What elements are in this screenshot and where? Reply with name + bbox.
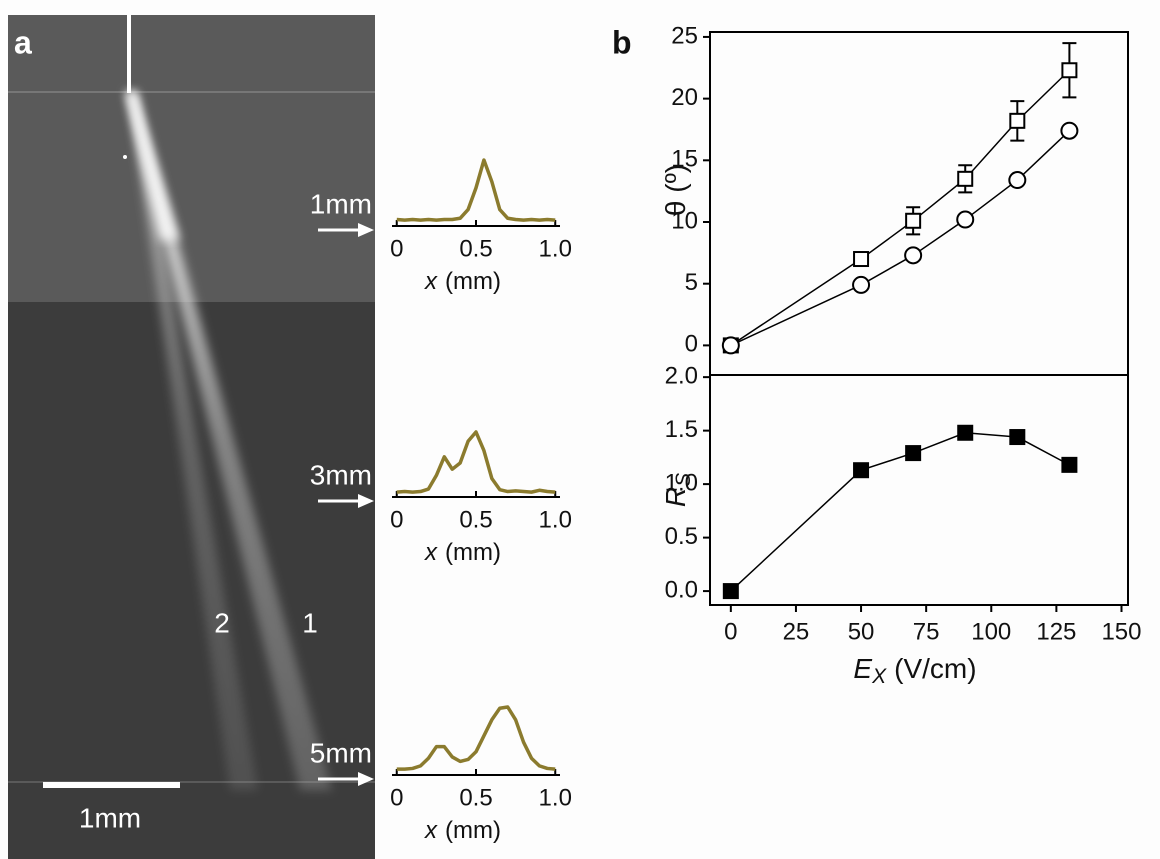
y-tick-label: 0.5: [665, 523, 698, 550]
arrow-head: [358, 223, 374, 237]
y-tick-label: 0.0: [665, 576, 698, 603]
x-axis-label-unit: (mm): [445, 268, 501, 295]
series-line: [730, 432, 1070, 592]
x-axis-label: EX (V/cm): [853, 653, 976, 687]
x-axis-label: x (mm): [424, 817, 501, 844]
marker: [722, 583, 739, 600]
marker: [1009, 112, 1026, 129]
y-tick-label: 10: [671, 207, 698, 234]
y-tick-label: 0: [685, 331, 698, 358]
y-axis-label: θ (º): [660, 164, 691, 216]
x-tick-label: 0: [390, 506, 403, 533]
y-tick-label: 25: [671, 22, 698, 49]
x-axis-label-unit: (mm): [445, 817, 501, 844]
marker: [957, 170, 974, 187]
y-tick-label: 5: [685, 269, 698, 296]
photo: [8, 15, 375, 859]
y-tick-label: 1.5: [665, 416, 698, 443]
marker: [1061, 456, 1078, 473]
marker: [721, 336, 740, 355]
marker: [905, 445, 922, 462]
x-tick-label: 0.5: [459, 506, 492, 533]
arrow-head: [358, 494, 374, 508]
marker: [1061, 62, 1078, 79]
x-tick-label: 150: [1101, 618, 1141, 645]
x-tick-label: 0.5: [459, 235, 492, 262]
marker: [1009, 429, 1026, 446]
x-tick-label: 1.0: [539, 784, 572, 811]
marker: [853, 251, 870, 268]
series-line: [730, 130, 1070, 347]
y-axis-label-main: θ (º): [660, 164, 691, 216]
y-axis-label-sub: S: [672, 473, 695, 487]
y-axis-label-main: R: [660, 487, 691, 507]
arrow-head: [358, 772, 374, 786]
marker: [956, 210, 975, 229]
marker: [957, 424, 974, 441]
x-axis-label-main: E: [853, 653, 872, 684]
x-tick-label: 75: [913, 618, 940, 645]
x-tick-label: 1.0: [539, 506, 572, 533]
annotation: 5mm: [310, 737, 372, 768]
y-tick-label: 2.0: [665, 362, 698, 389]
x-axis-label-main: x: [424, 817, 438, 844]
profile-line: [396, 705, 556, 771]
profile-line: [396, 430, 556, 494]
scale-bar-label: 1mm: [79, 802, 141, 833]
marker: [853, 462, 870, 479]
annotation: 1mm: [310, 188, 372, 219]
x-tick-label: 125: [1036, 618, 1076, 645]
x-tick-label: 50: [848, 618, 875, 645]
x-tick-label: 0.5: [459, 784, 492, 811]
x-axis-label-unit: (V/cm): [894, 653, 976, 684]
x-axis-label-unit: (mm): [445, 539, 501, 566]
beam-label: 1: [302, 607, 318, 638]
x-tick-label: 0: [390, 784, 403, 811]
annotation: 3mm: [310, 459, 372, 490]
marker: [852, 275, 871, 294]
x-tick-label: 0: [724, 618, 737, 645]
panel-label: a: [14, 24, 32, 60]
plot-frame: [709, 31, 1129, 376]
y-tick-label: 1.0: [665, 469, 698, 496]
profile-line: [396, 158, 556, 222]
y-tick-label: 20: [671, 84, 698, 111]
x-axis-label-main: x: [424, 268, 438, 295]
marker: [905, 212, 922, 229]
panel-label: b: [612, 24, 632, 60]
x-tick-label: 0: [390, 235, 403, 262]
x-axis-label-main: x: [424, 539, 438, 566]
beam-label: 2: [214, 607, 230, 638]
x-axis-label: x (mm): [424, 268, 501, 295]
marker: [1008, 171, 1027, 190]
x-axis-label: x (mm): [424, 539, 501, 566]
y-axis-label: RS: [660, 473, 694, 507]
marker: [904, 246, 923, 265]
plot-frame: [709, 374, 1129, 606]
x-axis-label-sub: X: [871, 665, 887, 688]
x-tick-label: 25: [783, 618, 810, 645]
x-tick-label: 1.0: [539, 235, 572, 262]
x-tick-label: 100: [971, 618, 1011, 645]
marker: [1060, 121, 1079, 140]
y-tick-label: 15: [671, 146, 698, 173]
series-line: [730, 69, 1070, 347]
